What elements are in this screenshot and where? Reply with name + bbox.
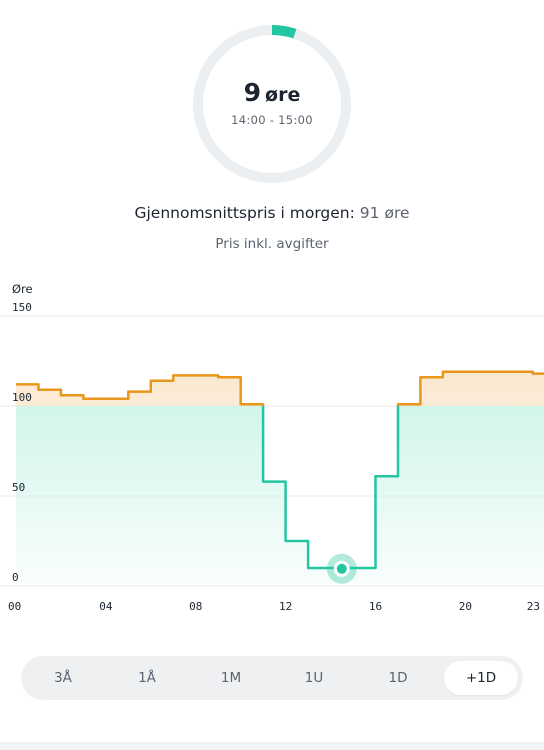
current-price-unit: øre (265, 83, 301, 106)
range-option-5[interactable]: 1D (361, 661, 435, 695)
range-selector: 3Å 1Å 1M 1U 1D +1D (21, 656, 523, 700)
average-price-unit: øre (384, 204, 410, 222)
gauge-ring (193, 25, 351, 183)
x-tick-label: 16 (369, 600, 382, 613)
x-tick-label: 00 (8, 600, 21, 613)
x-tick-label: 12 (279, 600, 292, 613)
average-price-value: 91 (359, 204, 380, 222)
x-tick-label: 20 (459, 600, 472, 613)
range-option-1[interactable]: 3Å (26, 661, 100, 695)
marker-dot (336, 563, 347, 574)
y-tick-label: 0 (12, 571, 19, 584)
range-option-4[interactable]: 1U (277, 661, 351, 695)
average-price-label: Gjennomsnittspris i morgen: (134, 204, 355, 222)
current-price: 9 øre (244, 78, 301, 107)
area-fill-below (16, 406, 544, 586)
y-tick-label: 50 (12, 481, 25, 494)
average-price-line: Gjennomsnittspris i morgen: 91 øre (0, 204, 544, 222)
price-incl-fees-label: Pris inkl. avgifter (215, 236, 329, 252)
current-time-range: 14:00 - 15:00 (231, 112, 313, 127)
gauge-center: 9 øre 14:00 - 15:00 (192, 24, 352, 184)
range-option-6[interactable]: +1D (444, 661, 518, 695)
bottom-edge (0, 742, 544, 750)
range-option-3[interactable]: 1M (194, 661, 268, 695)
x-tick-label: 04 (99, 600, 113, 613)
selected-hour-marker[interactable] (326, 553, 357, 584)
gauge-fill (193, 25, 351, 183)
x-tick-label: 23 (527, 600, 540, 613)
price-line-above (16, 370, 544, 406)
x-tick-label: 08 (189, 600, 202, 613)
range-option-2[interactable]: 1Å (110, 661, 184, 695)
price-line-below (261, 406, 400, 570)
y-axis-unit-label: Øre (12, 282, 33, 296)
price-gauge: 9 øre 14:00 - 15:00 (192, 24, 352, 184)
current-price-value: 9 (243, 77, 262, 107)
y-tick-label: 100 (12, 391, 32, 404)
y-tick-label: 150 (12, 301, 32, 314)
area-fill-above (16, 371, 544, 406)
